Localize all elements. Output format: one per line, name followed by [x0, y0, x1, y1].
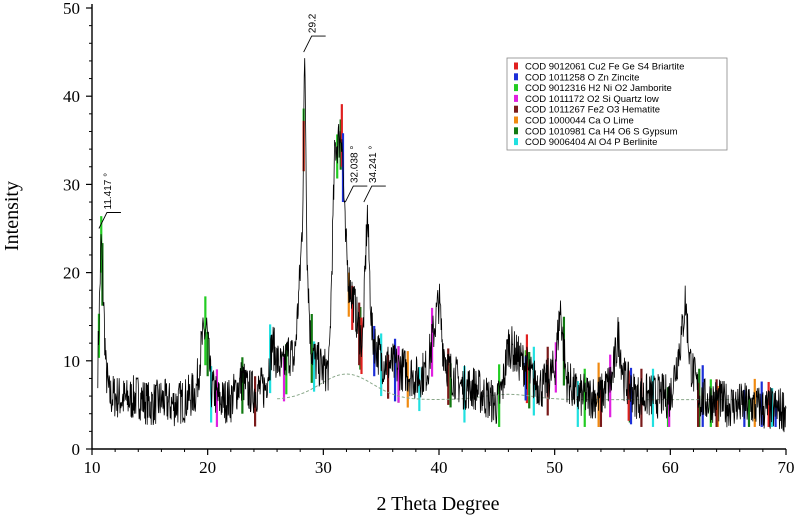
y-tick-label: 50	[63, 0, 80, 18]
y-axis-ticks: 0 10 20 30 40 50	[63, 0, 92, 459]
x-tick-label: 70	[778, 458, 795, 477]
legend-entry: COD 1011258 O Zn Zincite	[525, 72, 639, 83]
legend-swatch	[514, 116, 518, 124]
x-tick-label: 10	[84, 458, 101, 477]
x-axis-ticks: 10 20 30 40 50 60 70	[84, 449, 795, 477]
x-tick-label: 40	[431, 458, 448, 477]
legend-swatch	[514, 127, 518, 135]
peak-annotation-label: 34.241 °	[368, 146, 379, 183]
legend-box	[506, 57, 728, 151]
y-tick-label: 30	[63, 175, 80, 194]
legend-swatch	[514, 73, 518, 81]
x-tick-label: 50	[546, 458, 563, 477]
legend-entry: COD 1011172 O2 Si Quartz low	[525, 94, 659, 105]
legend-entry: COD 1011267 Fe2 O3 Hematite	[525, 105, 660, 116]
legend-entry: COD 9012316 H2 Ni O2 Jamborite	[525, 83, 672, 94]
legend-swatch	[514, 94, 518, 102]
legend-swatch	[514, 105, 518, 113]
legend-swatch	[514, 62, 518, 70]
peak-annotation-label: 11.417 °	[103, 173, 114, 210]
annotation-leader	[303, 35, 326, 53]
legend-entry: COD 1000044 Ca O Lime	[525, 116, 634, 127]
peak-annotation-label: 29.2	[308, 13, 319, 33]
peak-annotations: 11.417 ° 29.2 32.038 ° 34.241 °	[98, 13, 386, 229]
x-tick-label: 60	[662, 458, 679, 477]
reference-peaks	[97, 104, 777, 427]
x-axis-label: 2 Theta Degree	[377, 493, 500, 515]
x-tick-label: 20	[199, 458, 216, 477]
legend-entry: COD 9012061 Cu2 Fe Ge S4 Briartite	[525, 62, 684, 73]
y-tick-label: 0	[72, 440, 81, 459]
annotation-leader	[98, 212, 121, 229]
peak-annotation-label: 32.038 °	[349, 146, 360, 183]
x-tick-label: 30	[315, 458, 332, 477]
diffraction-pattern-line	[97, 58, 787, 433]
legend-entry: COD 9006404 Al O4 P Berlinite	[525, 137, 657, 148]
y-tick-label: 20	[63, 264, 80, 283]
y-tick-label: 10	[63, 352, 80, 371]
annotation-leader	[344, 185, 368, 203]
legend-swatch	[514, 84, 518, 92]
background-baseline	[277, 373, 740, 401]
legend-entry: COD 1010981 Ca H4 O6 S Gypsum	[525, 126, 678, 137]
annotation-leader	[363, 185, 386, 203]
y-axis-label: Intensity	[1, 181, 23, 251]
y-tick-label: 40	[63, 87, 80, 106]
legend-swatch	[514, 138, 518, 146]
